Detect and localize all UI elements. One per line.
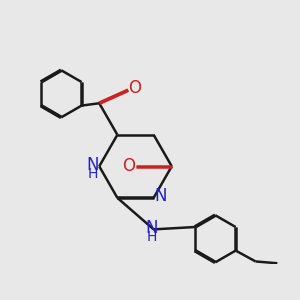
Text: H: H (147, 230, 157, 244)
Text: N: N (146, 219, 158, 237)
Text: H: H (88, 167, 98, 181)
Text: N: N (86, 156, 99, 174)
Text: O: O (122, 157, 136, 175)
Text: O: O (128, 80, 141, 98)
Text: N: N (154, 187, 167, 205)
